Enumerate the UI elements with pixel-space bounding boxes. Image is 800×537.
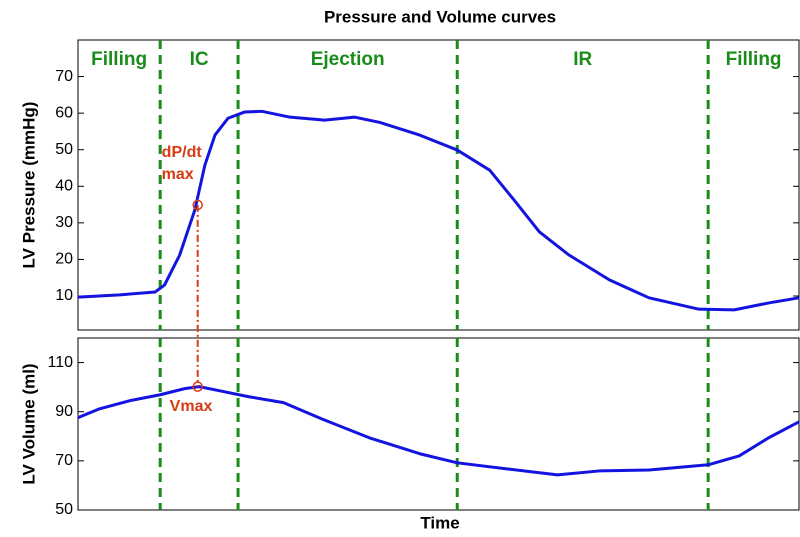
y-tick-label: 40: [55, 177, 73, 194]
data-line: [77, 385, 800, 477]
y-tick-label: 20: [55, 251, 73, 268]
y-tick-label: 10: [55, 287, 73, 304]
phase-label: Ejection: [311, 49, 385, 70]
annotation-label: dP/dt: [162, 144, 203, 161]
annotation-label: max: [162, 166, 194, 183]
y-tick-label: 90: [55, 403, 73, 420]
y-axis-label: LV Volume (ml): [19, 363, 38, 484]
y-tick-label: 110: [47, 354, 73, 371]
phase-label: IC: [190, 49, 209, 70]
annotation-label: Vmax: [170, 398, 213, 415]
data-line: [77, 109, 800, 312]
axes-box: [77, 39, 800, 331]
y-tick-label: 60: [55, 104, 73, 121]
annotation-point: [192, 199, 203, 211]
phase-label: Filling: [91, 49, 147, 70]
y-tick-label: 70: [55, 68, 73, 85]
annotation-point: [192, 381, 203, 392]
phase-label: Filling: [726, 49, 782, 70]
axes-box: [77, 337, 800, 511]
y-tick-label: 50: [55, 141, 73, 158]
y-tick-label: 70: [55, 452, 73, 469]
x-axis-label: Time: [420, 513, 459, 532]
phase-label: IR: [573, 49, 592, 70]
chart-title: Pressure and Volume curves: [324, 7, 556, 26]
y-tick-label: 50: [55, 501, 73, 518]
y-tick-label: 30: [55, 214, 73, 231]
y-axis-label: LV Pressure (mmHg): [19, 102, 38, 269]
